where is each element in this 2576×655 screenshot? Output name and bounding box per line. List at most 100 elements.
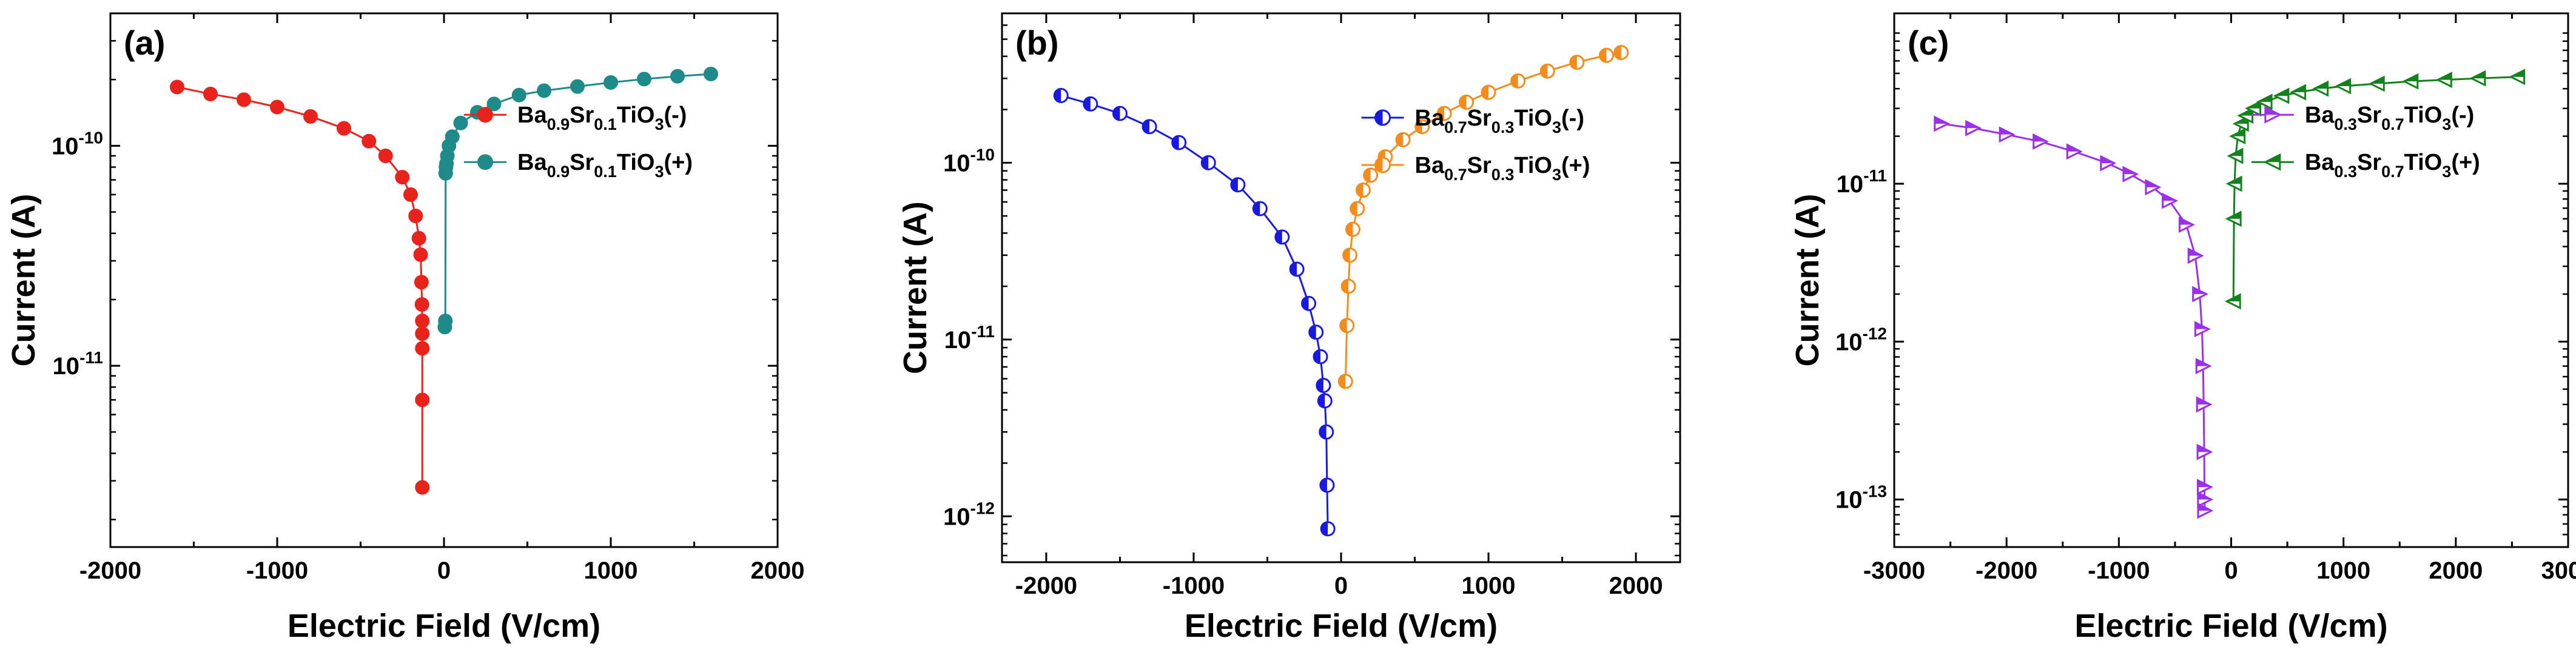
marker-body [378, 148, 393, 163]
legend-marker [477, 154, 493, 170]
marker-fill [2197, 397, 2211, 405]
marker-fill [1275, 230, 1282, 244]
data-point [2122, 166, 2139, 183]
legend-marker [1374, 156, 1391, 173]
data-point [1340, 278, 1356, 294]
y-tick-label: 10-10 [52, 128, 103, 160]
marker-fill [2198, 480, 2211, 488]
data-point [1598, 47, 1614, 63]
legend-item-2: Ba0.7Sr0.3TiO3(+) [1361, 153, 1590, 184]
data-point [1395, 132, 1411, 147]
legend-item-1: Ba0.7Sr0.3TiO3(-) [1361, 106, 1584, 136]
marker-body [415, 314, 430, 329]
data-point [2224, 293, 2241, 310]
chart-panel-2: -2000 -1000 0 1000 200010-1210-1110-10Electr… [897, 12, 1681, 644]
marker-fill [2145, 180, 2159, 187]
legend-text-part: Sr [570, 102, 594, 128]
data-point [570, 79, 585, 94]
marker-fill [1172, 136, 1179, 150]
data-point [270, 99, 284, 115]
data-point [403, 187, 418, 202]
marker-fill [1113, 107, 1120, 121]
legend-text-part: Ba [1415, 106, 1445, 131]
data-point [378, 148, 393, 163]
legend-subscript: 3 [654, 163, 664, 181]
marker-fill [2033, 135, 2047, 142]
y-tick-label: 10-12 [1835, 324, 1887, 355]
data-point [415, 326, 430, 341]
data-point [1569, 55, 1585, 70]
marker-fill [2438, 73, 2452, 80]
data-point [511, 87, 526, 102]
y-tick-exponent: -10 [79, 128, 103, 147]
marker-body [453, 115, 468, 130]
data-point [2196, 396, 2213, 413]
marker-fill [1231, 178, 1238, 192]
data-point [1965, 119, 1982, 136]
marker-body [270, 99, 284, 115]
data-point [2227, 147, 2244, 164]
marker-fill [1966, 121, 1980, 129]
x-tick-label: 0 [1334, 573, 1348, 599]
data-point [1301, 295, 1317, 311]
data-point [170, 79, 184, 95]
legend-subscript: 3 [2442, 163, 2451, 181]
data-point [445, 129, 460, 144]
marker-body [203, 86, 218, 101]
legend-text-part: TiO [1514, 153, 1552, 178]
legend-subscript: 0.3 [1491, 166, 1515, 184]
marker-fill [1356, 183, 1364, 197]
x-tick-label: 0 [437, 557, 451, 584]
legend-subscript: 0.7 [1444, 166, 1467, 184]
y-tick-base: 10 [1835, 329, 1863, 355]
marker-body [303, 109, 318, 124]
data-point [1342, 247, 1358, 263]
data-point [1539, 63, 1555, 79]
marker-fill [2228, 176, 2242, 184]
x-tick-label: 3000 [2541, 557, 2576, 584]
data-point [2194, 321, 2211, 338]
x-axis-title: Electric Field (V/cm) [288, 608, 600, 644]
data-point [1274, 229, 1290, 245]
data-point [2335, 78, 2352, 95]
y-tick-base: 10 [944, 327, 972, 354]
legend-text-part: (+) [1561, 153, 1590, 178]
y-tick-label: 10-12 [943, 499, 995, 530]
data-point [413, 247, 428, 262]
marker-body [477, 107, 493, 123]
marker-body [413, 247, 428, 262]
marker-body [237, 92, 251, 107]
data-point [1481, 84, 1496, 100]
series-2 [437, 67, 718, 335]
series-1 [170, 79, 430, 495]
legend-item-2: Ba0.9Sr0.1TiO3(+) [464, 150, 693, 181]
data-point [1053, 88, 1069, 104]
marker-fill [2227, 212, 2241, 219]
x-tick-label: 1000 [2316, 557, 2370, 584]
panel-label: (a) [124, 24, 165, 62]
legend-text-part: Sr [570, 150, 594, 175]
marker-body [445, 129, 460, 144]
data-point [1320, 521, 1336, 537]
marker-fill [1350, 202, 1357, 216]
data-point [362, 133, 377, 149]
y-tick-label: 10-11 [944, 322, 995, 354]
data-point [2509, 69, 2526, 86]
data-point [1613, 45, 1629, 61]
data-point [453, 115, 468, 130]
marker-fill [2198, 504, 2211, 511]
legend-subscript: 0.3 [2334, 163, 2357, 181]
marker-body [403, 187, 418, 202]
legend-text-part: (-) [2451, 102, 2474, 128]
data-point [2195, 358, 2212, 375]
marker-fill [2228, 149, 2242, 156]
data-point [408, 209, 423, 224]
marker-fill [2067, 144, 2081, 152]
data-point [1319, 477, 1335, 493]
marker-body [670, 69, 685, 84]
series-1 [1934, 115, 2214, 519]
marker-fill [1482, 86, 1489, 99]
legend-text-part: Sr [1467, 153, 1491, 178]
marker-fill [2100, 156, 2114, 164]
data-point [1317, 393, 1333, 409]
